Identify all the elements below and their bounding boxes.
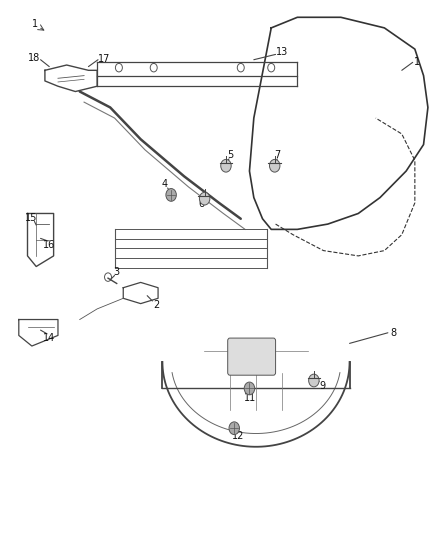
Text: 17: 17 (98, 54, 110, 63)
Text: 1: 1 (32, 19, 39, 29)
Circle shape (199, 192, 210, 205)
Text: 11: 11 (244, 393, 257, 403)
Circle shape (166, 189, 177, 201)
Text: 1: 1 (414, 58, 420, 67)
Text: 2: 2 (153, 300, 159, 310)
Text: 7: 7 (275, 150, 281, 160)
Text: 4: 4 (162, 179, 168, 189)
Circle shape (229, 422, 240, 434)
Text: 3: 3 (113, 267, 120, 277)
Text: 6: 6 (198, 199, 205, 209)
Text: 8: 8 (390, 328, 396, 338)
Circle shape (244, 382, 254, 395)
Circle shape (221, 159, 231, 172)
FancyBboxPatch shape (228, 338, 276, 375)
Text: 16: 16 (43, 240, 55, 251)
Text: 13: 13 (276, 47, 288, 56)
Text: 5: 5 (227, 150, 233, 160)
Text: 14: 14 (43, 333, 55, 343)
Text: 18: 18 (28, 53, 40, 63)
Text: 15: 15 (25, 213, 37, 223)
Circle shape (269, 159, 280, 172)
Text: 12: 12 (233, 431, 245, 441)
Text: 9: 9 (319, 381, 325, 391)
Circle shape (309, 374, 319, 387)
